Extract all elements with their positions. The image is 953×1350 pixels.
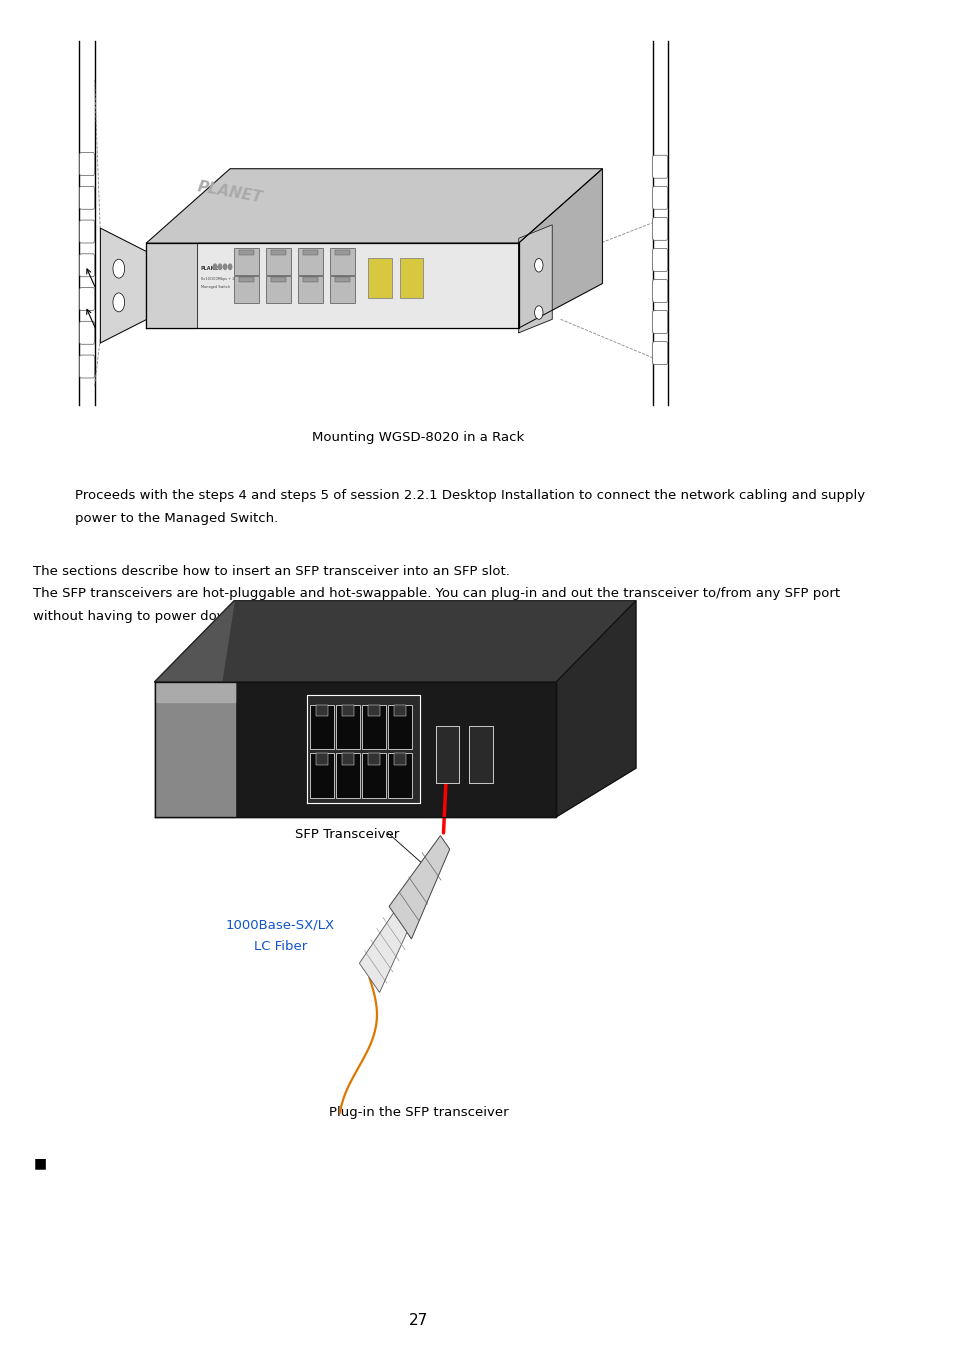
- Text: 1000Base-SX/LX: 1000Base-SX/LX: [226, 918, 335, 932]
- Text: ■: ■: [33, 1157, 47, 1170]
- FancyBboxPatch shape: [79, 355, 94, 378]
- Text: power to the Managed Switch.: power to the Managed Switch.: [75, 512, 278, 525]
- Text: Mounting WGSD-8020 in a Rack: Mounting WGSD-8020 in a Rack: [312, 431, 524, 444]
- FancyBboxPatch shape: [79, 254, 94, 277]
- Polygon shape: [307, 695, 419, 803]
- Text: 8x10/100Mbps + 2 Gigabit: 8x10/100Mbps + 2 Gigabit: [200, 277, 248, 281]
- Bar: [394, 753, 405, 764]
- Polygon shape: [556, 601, 636, 817]
- FancyBboxPatch shape: [652, 248, 667, 271]
- Text: PLANET: PLANET: [196, 180, 264, 205]
- Polygon shape: [154, 682, 234, 817]
- FancyBboxPatch shape: [652, 155, 667, 178]
- Bar: [239, 277, 254, 282]
- FancyBboxPatch shape: [652, 310, 667, 333]
- Bar: [335, 277, 350, 282]
- Text: PLANET: PLANET: [200, 266, 222, 271]
- Bar: [388, 705, 411, 749]
- Polygon shape: [100, 228, 146, 343]
- Bar: [335, 250, 350, 255]
- FancyBboxPatch shape: [79, 321, 94, 344]
- Circle shape: [112, 293, 125, 312]
- Polygon shape: [518, 224, 552, 333]
- Bar: [310, 705, 334, 749]
- Bar: [362, 753, 385, 798]
- Text: Proceeds with the steps 4 and steps 5 of session 2.2.1 Desktop Installation to c: Proceeds with the steps 4 and steps 5 of…: [75, 489, 864, 502]
- Bar: [335, 705, 359, 749]
- Circle shape: [534, 306, 542, 320]
- Bar: [368, 258, 391, 298]
- Bar: [271, 250, 286, 255]
- Polygon shape: [154, 682, 556, 817]
- Bar: [271, 277, 286, 282]
- Text: LC Fiber: LC Fiber: [253, 940, 307, 953]
- Polygon shape: [154, 601, 234, 682]
- Circle shape: [228, 265, 232, 270]
- Text: The sections describe how to insert an SFP transceiver into an SFP slot.: The sections describe how to insert an S…: [33, 564, 510, 578]
- FancyBboxPatch shape: [79, 220, 94, 243]
- Polygon shape: [146, 243, 518, 328]
- FancyBboxPatch shape: [652, 186, 667, 209]
- Text: appears.: appears.: [343, 610, 405, 624]
- Bar: [368, 753, 379, 764]
- Bar: [316, 753, 328, 764]
- Bar: [302, 277, 317, 282]
- Bar: [330, 275, 355, 302]
- Bar: [297, 248, 323, 275]
- Bar: [436, 726, 458, 783]
- Bar: [234, 248, 259, 275]
- Text: without having to power down the Managed Switch. As the: without having to power down the Managed…: [33, 610, 432, 624]
- Text: 27: 27: [408, 1312, 428, 1328]
- Bar: [362, 705, 385, 749]
- Text: Plug-in the SFP transceiver: Plug-in the SFP transceiver: [328, 1106, 508, 1119]
- Bar: [342, 705, 354, 716]
- Bar: [310, 753, 334, 798]
- Text: The SFP transceivers are hot-pluggable and hot-swappable. You can plug-in and ou: The SFP transceivers are hot-pluggable a…: [33, 587, 840, 601]
- Circle shape: [534, 259, 542, 273]
- Bar: [316, 705, 328, 716]
- FancyBboxPatch shape: [652, 342, 667, 365]
- Circle shape: [112, 259, 125, 278]
- Polygon shape: [154, 682, 234, 702]
- FancyBboxPatch shape: [652, 279, 667, 302]
- Circle shape: [218, 265, 221, 270]
- Circle shape: [213, 265, 216, 270]
- Bar: [335, 753, 359, 798]
- Polygon shape: [518, 169, 601, 328]
- FancyBboxPatch shape: [79, 288, 94, 311]
- Bar: [394, 705, 405, 716]
- Polygon shape: [154, 601, 636, 682]
- Text: Figure 2-2-4: Figure 2-2-4: [289, 610, 368, 624]
- Bar: [469, 726, 492, 783]
- Bar: [368, 705, 379, 716]
- Bar: [302, 250, 317, 255]
- Polygon shape: [359, 913, 407, 992]
- Bar: [297, 275, 323, 302]
- Bar: [239, 250, 254, 255]
- Bar: [266, 248, 291, 275]
- Polygon shape: [146, 243, 196, 328]
- FancyBboxPatch shape: [79, 186, 94, 209]
- Polygon shape: [146, 169, 601, 243]
- Bar: [388, 753, 411, 798]
- Bar: [234, 275, 259, 302]
- Circle shape: [223, 265, 227, 270]
- FancyBboxPatch shape: [652, 217, 667, 240]
- Polygon shape: [389, 836, 449, 938]
- Text: SFP Transceiver: SFP Transceiver: [294, 828, 399, 841]
- Bar: [266, 275, 291, 302]
- Bar: [342, 753, 354, 764]
- Bar: [399, 258, 423, 298]
- Text: Managed Switch: Managed Switch: [200, 285, 230, 289]
- Bar: [330, 248, 355, 275]
- FancyBboxPatch shape: [79, 153, 94, 176]
